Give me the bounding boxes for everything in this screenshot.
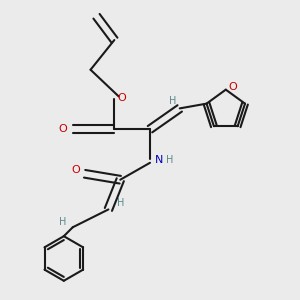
Text: H: H: [58, 217, 66, 227]
Text: O: O: [71, 165, 80, 175]
Text: H: H: [166, 155, 174, 165]
Text: O: O: [117, 93, 126, 103]
Text: H: H: [169, 96, 176, 106]
Text: O: O: [229, 82, 238, 92]
Text: H: H: [117, 199, 124, 208]
Text: O: O: [58, 124, 67, 134]
Text: N: N: [154, 155, 163, 165]
